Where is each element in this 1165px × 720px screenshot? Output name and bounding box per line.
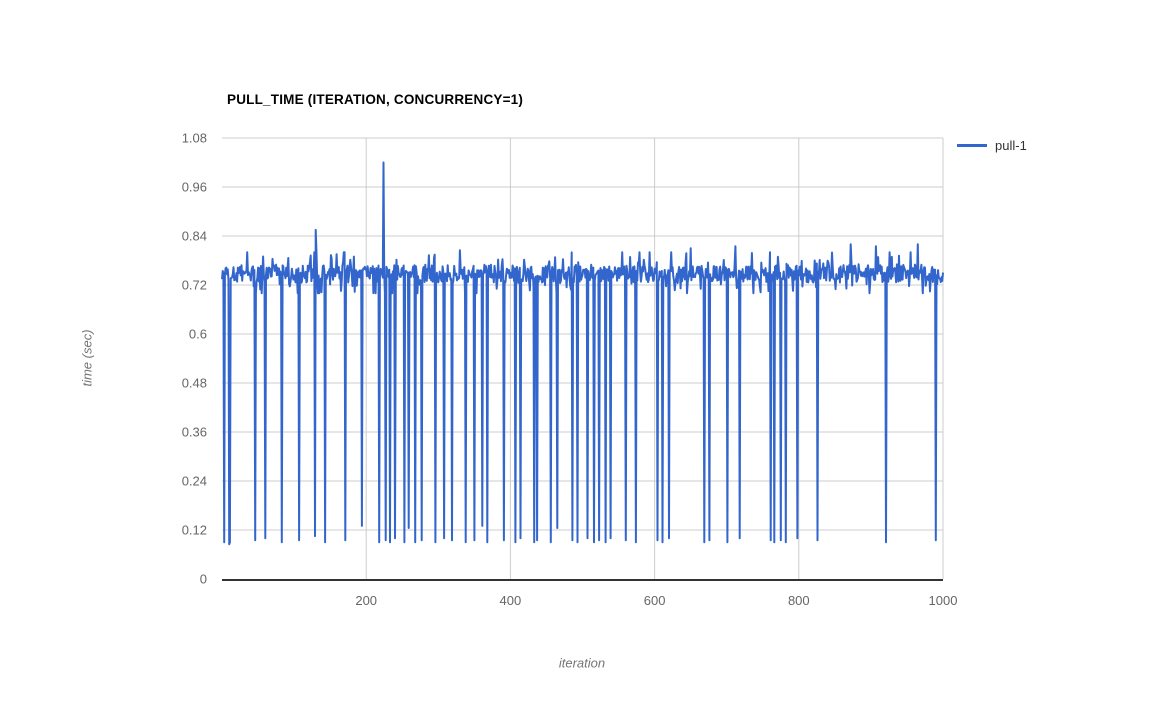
y-tick-label: 0.84 <box>182 229 207 244</box>
y-tick-label: 0.6 <box>189 327 207 342</box>
y-tick-label: 0 <box>200 572 207 587</box>
x-axis-title: iteration <box>558 655 606 671</box>
y-tick-label: 0.96 <box>182 180 207 195</box>
y-axis-title: time (sec) <box>79 329 95 387</box>
y-tick-label: 0.48 <box>182 376 207 391</box>
x-tick-label: 200 <box>355 593 377 608</box>
y-tick-label: 1.08 <box>182 131 207 146</box>
series-line-pull-1 <box>221 161 944 546</box>
x-tick-label: 600 <box>644 593 666 608</box>
y-tick-label: 0.36 <box>182 425 207 440</box>
y-tick-label: 0.72 <box>182 278 207 293</box>
legend-line-swatch <box>957 144 987 147</box>
legend-label: pull-1 <box>995 138 1027 153</box>
chart-title: PULL_TIME (ITERATION, CONCURRENCY=1) <box>227 92 524 107</box>
x-tick-label: 800 <box>788 593 810 608</box>
x-tick-label: 400 <box>500 593 522 608</box>
x-tick-label: 1000 <box>929 593 958 608</box>
legend: pull-1 <box>957 138 1027 153</box>
y-tick-label: 0.24 <box>182 474 207 489</box>
y-tick-label: 0.12 <box>182 523 207 538</box>
